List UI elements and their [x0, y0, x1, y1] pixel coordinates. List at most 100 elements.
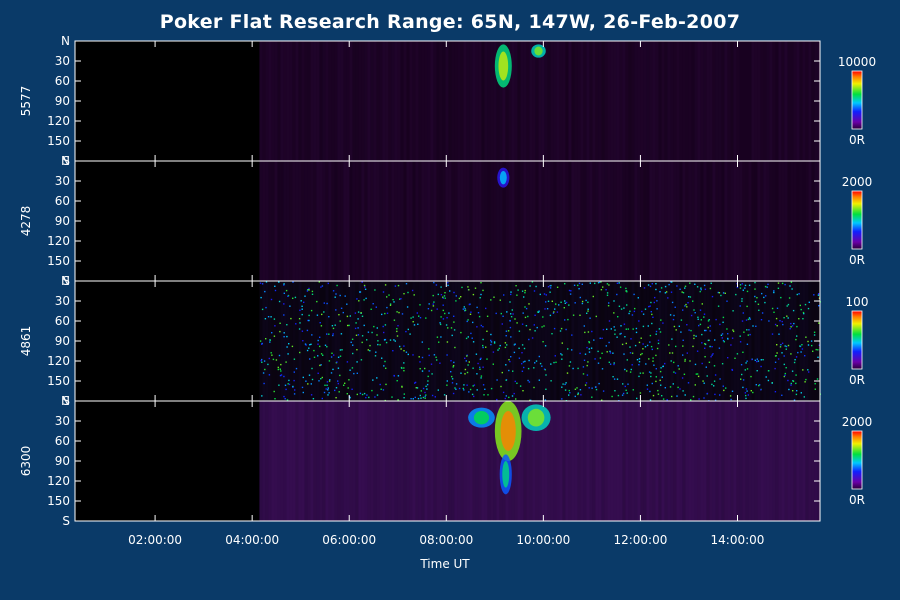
y-tick-label: 120 [47, 474, 70, 488]
speckle [264, 290, 266, 293]
speckle [397, 375, 400, 377]
speckle [541, 326, 543, 328]
texture-stripe [772, 41, 775, 161]
speckle [468, 289, 470, 291]
texture-stripe [427, 41, 431, 161]
speckle [676, 285, 678, 287]
speckle [709, 287, 712, 290]
texture-stripe [604, 41, 607, 161]
speckle [637, 297, 639, 299]
speckle [428, 370, 430, 372]
speckle [700, 287, 702, 289]
speckle [754, 281, 756, 284]
speckle [745, 397, 747, 400]
texture-stripe [589, 161, 593, 281]
chart-title: Poker Flat Research Range: 65N, 147W, 26… [160, 11, 741, 33]
texture-stripe [334, 281, 338, 401]
speckle [513, 392, 515, 395]
speckle [574, 388, 577, 390]
texture-stripe [364, 41, 368, 161]
speckle [648, 305, 650, 308]
speckle [672, 383, 674, 385]
speckle [707, 320, 710, 322]
texture-stripe [766, 41, 770, 161]
texture-stripe [358, 161, 361, 281]
texture-stripe [658, 161, 662, 281]
colorbar [852, 191, 862, 249]
speckle [627, 383, 629, 385]
texture-stripe [631, 161, 634, 281]
speckle [781, 352, 783, 354]
speckle [396, 335, 399, 337]
speckle [407, 353, 409, 356]
emission-core [534, 46, 543, 56]
texture-stripe [493, 41, 497, 161]
speckle [425, 394, 427, 396]
speckle [754, 288, 756, 290]
texture-stripe [751, 161, 754, 281]
speckle [790, 384, 792, 386]
speckle [427, 375, 429, 378]
speckle [698, 398, 700, 400]
speckle [389, 304, 392, 306]
speckle [476, 389, 478, 391]
speckle [443, 295, 446, 297]
speckle [320, 353, 323, 355]
speckle [817, 356, 819, 358]
texture-stripe [511, 281, 515, 401]
speckle [740, 378, 742, 380]
data-region [259, 161, 821, 281]
speckle [413, 294, 415, 296]
texture-stripe [316, 161, 320, 281]
texture-stripe [448, 281, 452, 401]
speckle [553, 361, 555, 364]
speckle [631, 352, 634, 354]
texture-stripe [550, 281, 553, 401]
speckle [630, 368, 632, 371]
speckle [568, 365, 571, 367]
speckle [332, 333, 334, 335]
speckle [332, 327, 335, 330]
speckle [783, 317, 785, 319]
speckle [746, 329, 748, 331]
texture-stripe [487, 161, 490, 281]
speckle [614, 333, 616, 335]
texture-stripe [280, 161, 283, 281]
texture-stripe [781, 401, 785, 521]
texture-stripe [571, 161, 575, 281]
texture-stripe [400, 161, 404, 281]
texture-stripe [760, 161, 764, 281]
speckle [547, 286, 550, 288]
speckle [274, 325, 276, 327]
speckle [374, 396, 376, 398]
speckle [453, 321, 455, 323]
texture-stripe [634, 161, 638, 281]
speckle [545, 294, 547, 296]
speckle [597, 350, 599, 353]
texture-stripe [637, 281, 641, 401]
speckle [286, 324, 288, 326]
texture-stripe [694, 281, 697, 401]
speckle [550, 363, 552, 365]
texture-stripe [322, 41, 326, 161]
speckle [504, 397, 506, 400]
speckle [339, 320, 341, 322]
texture-stripe [763, 41, 766, 161]
speckle [425, 317, 427, 319]
speckle [283, 284, 285, 286]
speckle [803, 312, 805, 315]
texture-stripe [700, 281, 703, 401]
speckle [420, 397, 422, 399]
texture-stripe [439, 161, 442, 281]
texture-stripe [772, 401, 776, 521]
texture-stripe [484, 401, 488, 521]
speckle [393, 301, 395, 303]
speckle [689, 360, 691, 362]
texture-stripe [514, 161, 517, 281]
speckle [664, 292, 667, 294]
speckle [782, 323, 784, 326]
speckle [681, 377, 684, 379]
speckle [279, 368, 281, 370]
speckle [560, 353, 562, 355]
